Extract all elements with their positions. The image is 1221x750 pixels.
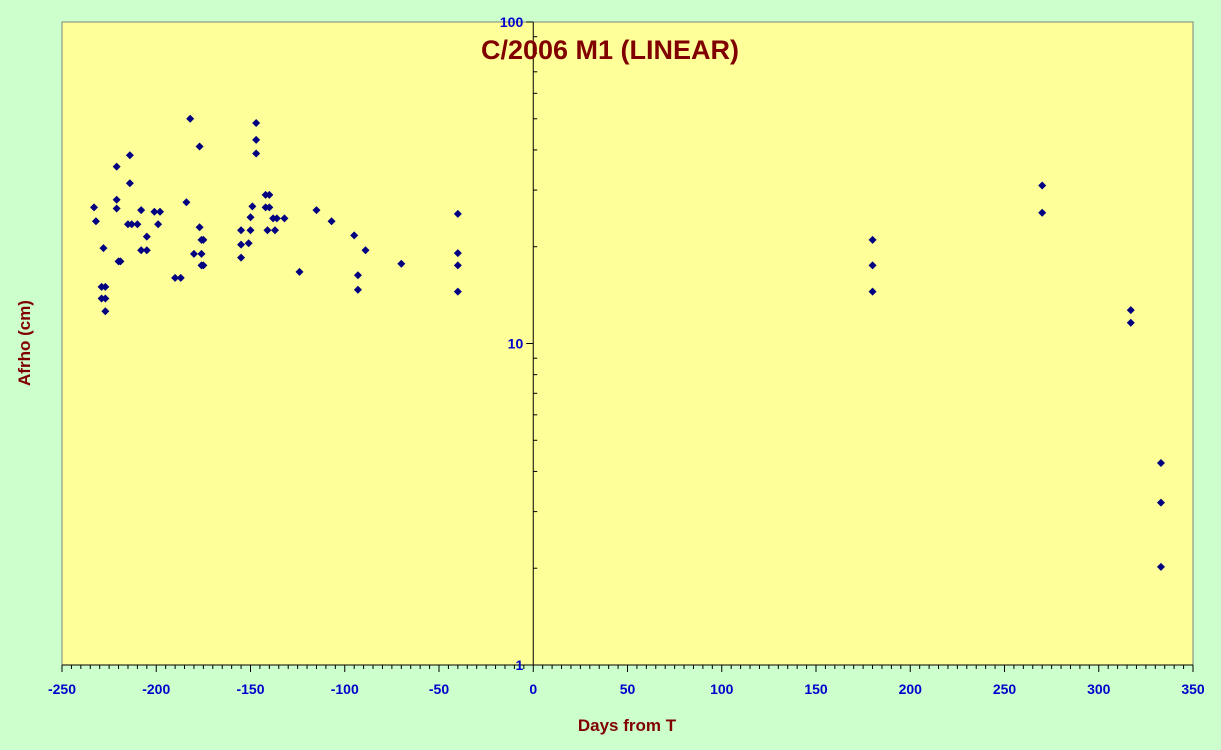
x-tick-label: -100 <box>331 681 359 697</box>
x-tick-label: 50 <box>620 681 636 697</box>
data-point <box>237 226 246 235</box>
data-point <box>1156 458 1165 467</box>
data-point <box>453 209 462 218</box>
y-tick-label: 100 <box>500 14 524 30</box>
data-point <box>271 226 280 235</box>
data-point <box>125 151 134 160</box>
data-point <box>1126 306 1135 315</box>
data-point <box>127 220 136 229</box>
data-point <box>868 261 877 270</box>
data-point <box>186 114 195 123</box>
data-point <box>142 246 151 255</box>
data-point <box>397 259 406 268</box>
data-point <box>112 204 121 213</box>
data-point <box>248 202 257 211</box>
data-point <box>142 232 151 241</box>
data-point <box>197 249 206 258</box>
data-point <box>133 220 142 229</box>
x-axis: -250 -200 -150 -100 -50 0 50 100 150 200 250 300 350 <box>48 664 1205 697</box>
data-point <box>90 203 99 212</box>
data-point <box>125 179 134 188</box>
data-point <box>99 244 108 253</box>
data-point <box>252 135 261 144</box>
data-point <box>112 195 121 204</box>
data-point <box>272 214 281 223</box>
x-tick-label: 250 <box>993 681 1017 697</box>
data-point <box>101 307 110 316</box>
x-tick-label: 200 <box>899 681 923 697</box>
data-point <box>199 261 208 270</box>
x-tick-label: -150 <box>236 681 264 697</box>
data-point <box>453 261 462 270</box>
data-point <box>246 213 255 222</box>
data-point <box>137 246 146 255</box>
data-point <box>137 206 146 215</box>
data-point <box>101 294 110 303</box>
x-tick-label: -200 <box>142 681 170 697</box>
y-axis: 1 10 100 <box>500 14 538 673</box>
data-point <box>237 253 246 262</box>
data-point <box>868 287 877 296</box>
data-point <box>295 267 304 276</box>
data-point <box>182 198 191 207</box>
data-point <box>154 220 163 229</box>
x-axis-title: Days from T <box>578 716 677 735</box>
data-point <box>327 217 336 226</box>
data-point <box>244 239 253 248</box>
data-point <box>195 142 204 151</box>
data-point <box>101 282 110 291</box>
data-point <box>1126 318 1135 327</box>
x-tick-label: 0 <box>529 681 537 697</box>
x-tick-label: 150 <box>804 681 828 697</box>
data-point <box>361 246 370 255</box>
data-point <box>112 162 121 171</box>
x-tick-label: 350 <box>1181 681 1205 697</box>
data-point <box>353 285 362 294</box>
data-point <box>176 273 185 282</box>
x-tick-label: 300 <box>1087 681 1111 697</box>
data-point <box>1156 498 1165 507</box>
data-point <box>265 203 274 212</box>
x-tick-label: -50 <box>429 681 449 697</box>
data-point <box>280 214 289 223</box>
x-tick-label: 100 <box>710 681 734 697</box>
y-tick-label: 1 <box>515 657 523 673</box>
data-point <box>312 206 321 215</box>
chart-title: C/2006 M1 (LINEAR) <box>481 35 739 65</box>
x-tick-label: -250 <box>48 681 76 697</box>
data-points <box>90 114 1165 571</box>
data-point <box>1038 208 1047 217</box>
data-point <box>453 249 462 258</box>
data-point <box>91 217 100 226</box>
data-point <box>453 287 462 296</box>
data-point <box>252 149 261 158</box>
data-point <box>1156 562 1165 571</box>
data-point <box>265 190 274 199</box>
data-point <box>1038 181 1047 190</box>
data-point <box>195 223 204 232</box>
data-point <box>116 257 125 266</box>
data-point <box>156 207 165 216</box>
data-point <box>868 235 877 244</box>
y-axis-title: Afrho (cm) <box>15 300 34 386</box>
data-point <box>246 226 255 235</box>
data-point <box>353 271 362 280</box>
data-point <box>350 231 359 240</box>
data-point <box>263 226 272 235</box>
data-point <box>252 119 261 128</box>
y-tick-label: 10 <box>508 336 524 352</box>
data-point <box>150 207 159 216</box>
plot-area <box>61 21 1194 666</box>
data-point <box>171 273 180 282</box>
data-point <box>189 249 198 258</box>
data-point <box>199 235 208 244</box>
data-point <box>237 240 246 249</box>
